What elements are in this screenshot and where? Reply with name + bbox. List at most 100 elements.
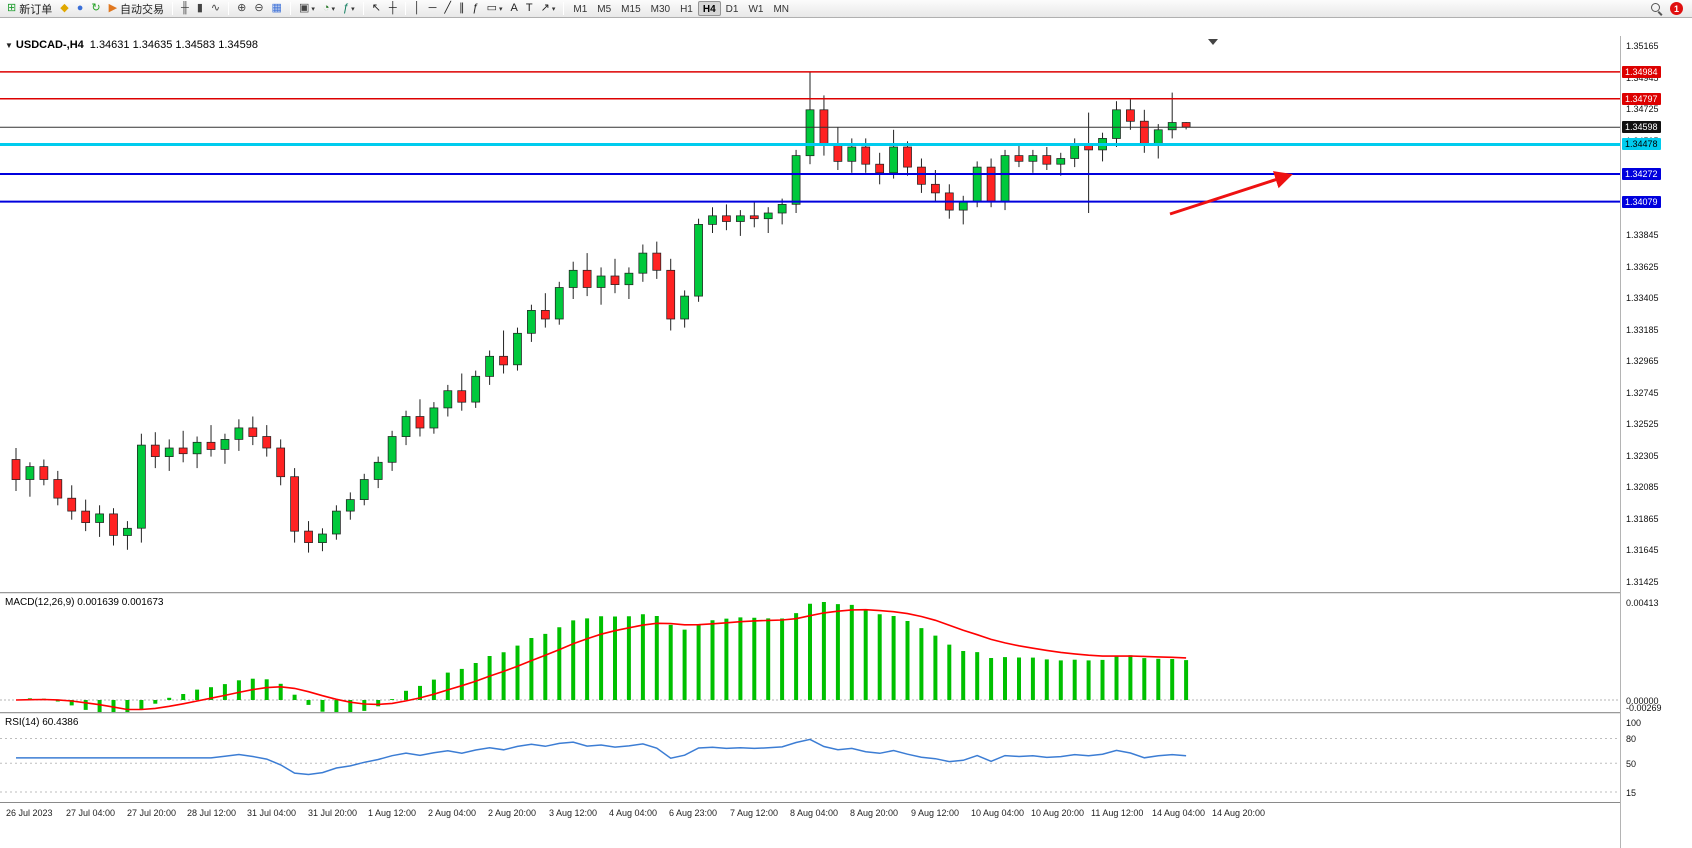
tile-windows-button[interactable]: ▦ [268, 1, 286, 17]
price-scale[interactable]: 1.351651.349451.347251.345051.342851.340… [1620, 36, 1692, 848]
new-order-button[interactable]: ⊞ 新订单 [3, 1, 56, 17]
horizontal-line-button[interactable]: ─ [425, 1, 441, 17]
candle-up [373, 461, 383, 480]
timeframe-m30-button[interactable]: M30 [650, 4, 671, 15]
candle-up [401, 416, 411, 437]
panel-separator[interactable] [0, 712, 1692, 714]
chevron-down-icon[interactable]: ▾ [351, 5, 355, 13]
crosshair-icon: ┼ [388, 2, 397, 14]
auto-trading-button[interactable]: ▶ 自动交易 [105, 1, 168, 17]
candle-up [1153, 129, 1163, 145]
candle-up [1070, 143, 1080, 159]
arrows-button[interactable]: ↗ ▾ [537, 1, 560, 17]
candle-down [749, 215, 759, 220]
main-price-chart[interactable] [0, 36, 1620, 592]
zoom-out-button[interactable]: ⊖ [250, 1, 267, 17]
rsi-scale-label: 100 [1626, 718, 1642, 728]
candle-up [568, 269, 578, 288]
time-axis-label: 10 Aug 04:00 [971, 808, 1025, 818]
chart-window[interactable]: ▼ USDCAD-,H4 1.34631 1.34635 1.34583 1.345… [0, 18, 1692, 848]
indicators-button[interactable]: ƒ ▾ [339, 1, 359, 17]
candle-down [304, 530, 313, 543]
data-window-button[interactable]: ● [73, 1, 88, 17]
candle-up [638, 252, 648, 274]
horizontal-line-icon: ─ [428, 2, 437, 14]
timeframe-w1-button[interactable]: W1 [748, 4, 764, 15]
price-scale-label: 1.31645 [1626, 545, 1659, 555]
crosshair-button[interactable]: ┼ [385, 1, 401, 17]
price-scale-label: 1.33405 [1626, 293, 1659, 303]
zoom-in-button[interactable]: ⊕ [233, 1, 250, 17]
time-axis-label: 9 Aug 12:00 [911, 808, 960, 818]
candle-up [429, 407, 439, 429]
time-axis-label: 31 Jul 20:00 [308, 808, 358, 818]
bar-chart-button[interactable]: ╫ [177, 1, 193, 17]
toolbar-separator [228, 2, 230, 15]
rsi-scale-label: 50 [1626, 759, 1637, 769]
candle-up [708, 215, 717, 225]
chevron-down-icon[interactable]: ▾ [551, 5, 556, 13]
market-watch-button[interactable]: ◆ [56, 1, 72, 17]
fibonacci-button[interactable]: ƒ [469, 1, 483, 17]
cursor-button[interactable]: ↖ [368, 1, 385, 17]
shapes-button[interactable]: ▭ ▾ [483, 1, 507, 17]
chart-collapse-icon[interactable]: ▼ [5, 41, 13, 50]
panel-separator[interactable] [0, 592, 1692, 594]
candlestick-chart-button[interactable]: ▮ [193, 1, 207, 17]
period-button[interactable]: ◔ ▾ [319, 1, 339, 17]
timeframe-m1-button[interactable]: M1 [573, 4, 588, 15]
auto-trading-icon: ▶ [108, 2, 118, 14]
candle-up [513, 332, 522, 366]
annotation-arrow[interactable] [1169, 171, 1293, 216]
text-label-button[interactable]: T [522, 1, 537, 17]
price-scale-label: 1.32305 [1626, 451, 1659, 461]
timeframe-m15-button[interactable]: M15 [621, 4, 641, 15]
timeframe-mn-button[interactable]: MN [773, 4, 790, 15]
candle-up [318, 533, 327, 543]
candle-up [25, 466, 35, 480]
timeframe-h4-button[interactable]: H4 [697, 1, 721, 16]
chevron-down-icon[interactable]: ▾ [499, 5, 503, 13]
time-axis-label: 10 Aug 20:00 [1031, 808, 1085, 818]
candle-up [847, 146, 857, 162]
chevron-down-icon[interactable]: ▾ [331, 5, 336, 13]
timeframe-d1-button[interactable]: D1 [725, 4, 739, 15]
new-chart-button[interactable]: ▣ ▾ [295, 1, 319, 17]
search-icon[interactable] [1651, 2, 1663, 15]
macd-indicator-label: MACD(12,26,9) 0.001639 0.001673 [5, 597, 164, 608]
candle-down [1014, 155, 1024, 162]
text-button[interactable]: A [507, 1, 522, 17]
bar-chart-icon: ╫ [181, 2, 189, 14]
line-chart-icon: ∿ [210, 2, 221, 14]
price-line-badge: 1.34598 [1622, 121, 1661, 133]
timeframe-h1-button[interactable]: H1 [680, 4, 693, 15]
chevron-down-icon[interactable]: ▾ [311, 5, 315, 13]
time-axis-label: 27 Jul 04:00 [66, 808, 116, 818]
candle-down [262, 436, 272, 449]
market-watch-icon: ◆ [60, 2, 69, 14]
trendline-button[interactable]: ╱ [440, 1, 455, 17]
timeframe-m5-button[interactable]: M5 [597, 4, 612, 15]
time-axis-label: 11 Aug 12:00 [1091, 808, 1144, 818]
macd-panel[interactable] [0, 594, 1620, 712]
rsi-panel[interactable] [0, 714, 1620, 802]
time-axis-label: 6 Aug 23:00 [669, 808, 718, 818]
candle-down [39, 466, 49, 480]
candle-down [457, 390, 467, 403]
notifications-badge[interactable]: 1 [1670, 2, 1683, 15]
candle-up [596, 275, 606, 288]
equidistant-channel-button[interactable]: ∥ [455, 1, 469, 17]
candle-down [67, 497, 77, 512]
candle-down [1181, 122, 1191, 128]
candle-up [1056, 158, 1066, 165]
candle-up [777, 204, 787, 214]
candle-up [471, 375, 481, 403]
time-axis[interactable]: 26 Jul 2023 27 Jul 04:00 27 Jul 20:00 28 Ju… [0, 802, 1692, 826]
navigator-refresh-button[interactable]: ↻ [87, 1, 104, 17]
vertical-line-button[interactable]: │ [410, 1, 425, 17]
candle-up [332, 510, 341, 535]
macd-signal-line [15, 608, 1187, 711]
time-axis-label: 4 Aug 04:00 [609, 808, 658, 818]
line-chart-button[interactable]: ∿ [207, 1, 224, 17]
toolbar-separator [563, 2, 565, 15]
